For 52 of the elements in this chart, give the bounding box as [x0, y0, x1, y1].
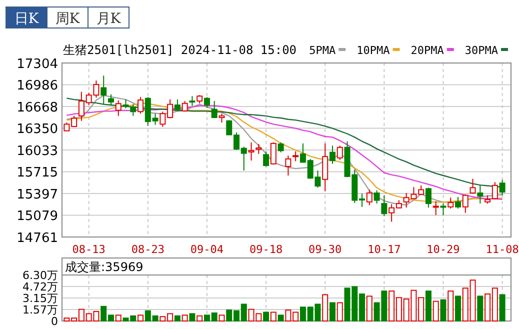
- x-tick-label: 09-18: [249, 243, 283, 256]
- y-tick-label: 16350: [16, 122, 58, 138]
- bar: [278, 314, 284, 322]
- bar: [440, 299, 446, 322]
- bar: [499, 294, 506, 322]
- y-tick-label: 0: [51, 315, 58, 328]
- chart-title: 成交量:35969: [65, 260, 144, 274]
- bar: [366, 296, 372, 322]
- legend-label: 5PMA: [309, 44, 336, 57]
- y-tick-label: 14761: [16, 230, 58, 246]
- y-tick-label: 3.15万: [22, 292, 58, 306]
- bar: [432, 300, 439, 322]
- y-tick-label: 1.57万: [22, 304, 58, 317]
- bar: [425, 290, 432, 322]
- y-tick-label: 15079: [16, 209, 58, 224]
- bar: [189, 313, 196, 322]
- bar: [322, 294, 328, 322]
- chart-title: 生猪2501[lh2501] 2024-11-08 15:00: [63, 43, 297, 57]
- legend-label: 10PMA: [356, 44, 390, 57]
- y-tick-label: 16986: [16, 78, 58, 94]
- x-tick-label: 11-08: [486, 243, 519, 256]
- y-tick-label: 15715: [16, 166, 58, 181]
- bar: [448, 290, 454, 322]
- tab: 日K: [6, 6, 48, 28]
- tab: 月K: [88, 6, 130, 28]
- x-tick-label: 10-29: [426, 243, 460, 256]
- bar: [174, 315, 180, 322]
- bar: [138, 314, 144, 322]
- bar: [182, 314, 188, 322]
- bar: [270, 312, 276, 322]
- y-tick-label: 6.30万: [22, 269, 58, 282]
- x-tick-label: 08-13: [72, 243, 106, 256]
- bar: [218, 314, 225, 322]
- legend-label: 20PMA: [410, 44, 444, 57]
- x-tick-label: 09-04: [190, 243, 224, 256]
- x-tick-label: 09-30: [308, 243, 342, 256]
- bar: [336, 302, 343, 322]
- bar: [115, 314, 122, 322]
- bar: [329, 302, 336, 322]
- x-tick-label: 08-23: [131, 243, 164, 256]
- legend-label: 30PMA: [464, 44, 498, 57]
- bar: [477, 296, 484, 322]
- tab: 周K: [46, 6, 88, 28]
- y-tick-label: 15397: [16, 187, 58, 202]
- y-tick-label: 16668: [16, 100, 58, 116]
- y-tick-label: 16033: [16, 144, 58, 159]
- x-tick-label: 10-17: [368, 243, 401, 256]
- y-tick-label: 17304: [16, 56, 58, 72]
- bar: [196, 315, 203, 322]
- bar: [455, 296, 462, 322]
- bar: [263, 312, 270, 322]
- y-tick-label: 4.72万: [22, 280, 58, 294]
